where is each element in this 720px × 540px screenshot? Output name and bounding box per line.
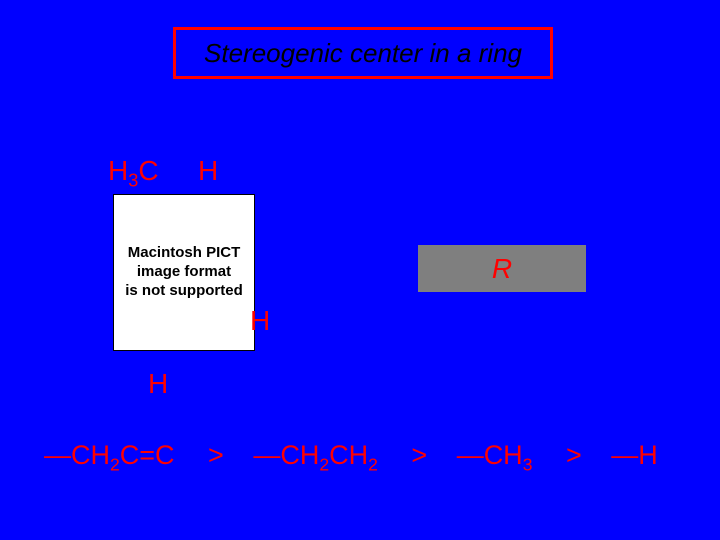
r-box: R bbox=[418, 245, 586, 292]
rank-seg2: —CH2CH2 bbox=[253, 440, 378, 470]
rank-gt1: > bbox=[208, 440, 224, 470]
label-h3c: H3C bbox=[108, 155, 159, 187]
rank-gt3: > bbox=[566, 440, 582, 470]
placeholder-line2: image format bbox=[137, 263, 231, 282]
placeholder-line1: Macintosh PICT bbox=[128, 244, 241, 263]
pict-placeholder: Macintosh PICT image format is not suppo… bbox=[113, 194, 255, 351]
substituent-ranking: —CH2C=C > —CH2CH2 > —CH3 > —H bbox=[44, 440, 680, 471]
rank-seg4: —H bbox=[611, 440, 658, 470]
rank-seg1: —CH2C=C bbox=[44, 440, 175, 470]
label-h-topright: H bbox=[198, 155, 218, 187]
rank-gt2: > bbox=[411, 440, 427, 470]
title-text: Stereogenic center in a ring bbox=[204, 38, 522, 69]
r-text: R bbox=[492, 253, 512, 285]
label-h-bottom: H bbox=[148, 368, 168, 400]
title-box: Stereogenic center in a ring bbox=[173, 27, 553, 79]
slide: Stereogenic center in a ring Macintosh P… bbox=[0, 0, 720, 540]
placeholder-line3: is not supported bbox=[125, 282, 243, 301]
rank-seg3: —CH3 bbox=[457, 440, 533, 470]
label-h-mid: H bbox=[250, 305, 270, 337]
